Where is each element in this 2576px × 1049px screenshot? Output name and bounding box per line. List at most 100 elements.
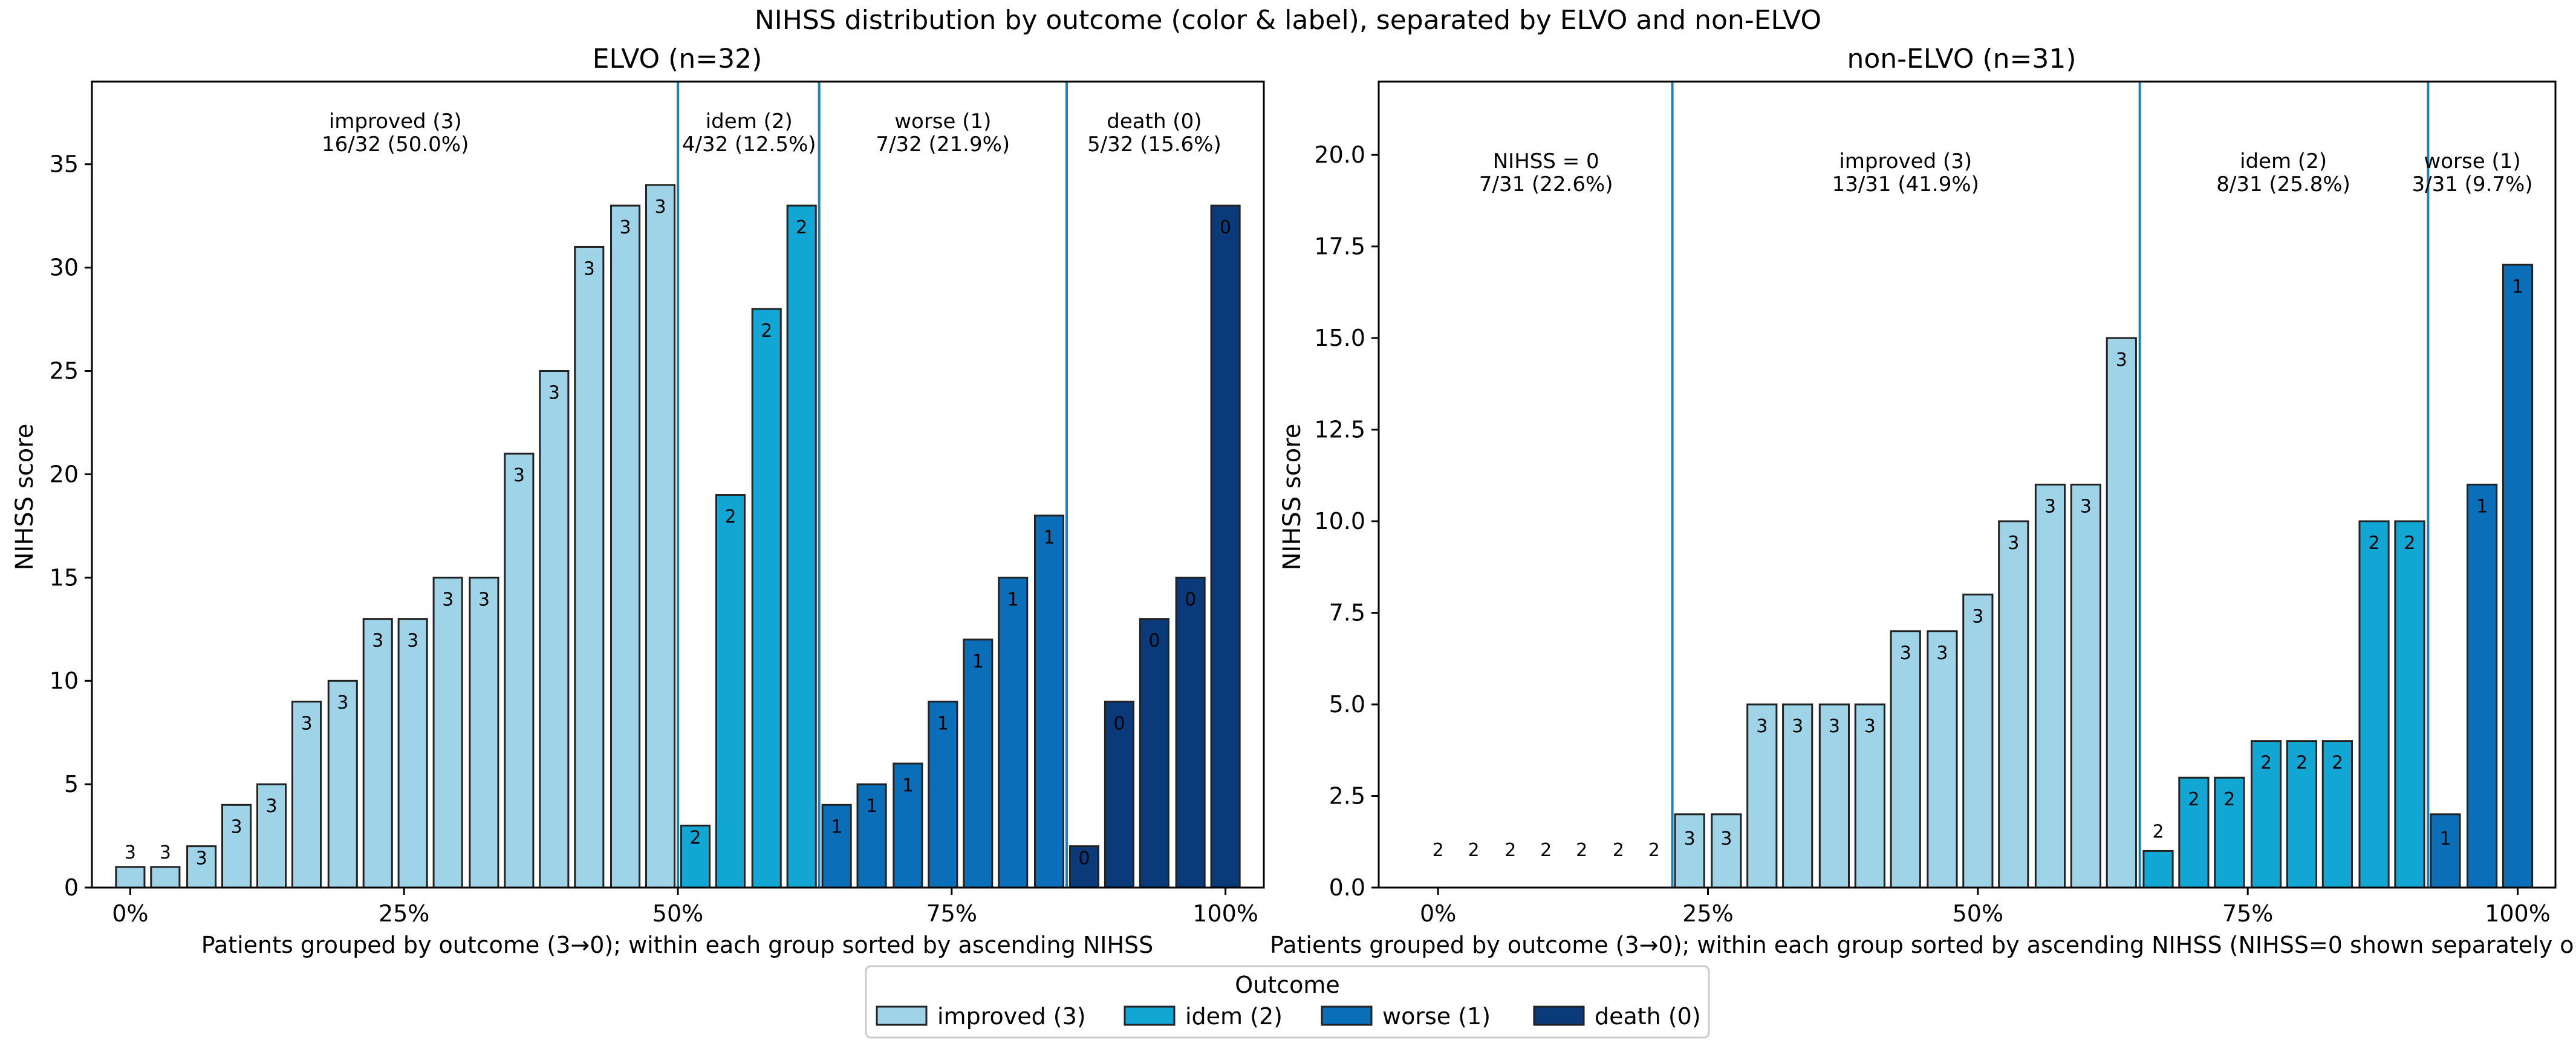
bar xyxy=(751,308,782,889)
bar xyxy=(645,184,676,889)
bar xyxy=(786,204,817,889)
bar-label: 3 xyxy=(478,589,490,610)
bar-label: 3 xyxy=(584,258,595,279)
group-count: 13/31 (41.9%) xyxy=(1832,172,1979,196)
group-count: 7/31 (22.6%) xyxy=(1479,172,1613,196)
figure-suptitle: NIHSS distribution by outcome (color & l… xyxy=(755,5,1821,36)
legend-label: improved (3) xyxy=(937,1003,1086,1030)
bar xyxy=(397,618,428,889)
bar-label: 0 xyxy=(1220,217,1231,238)
zero-bar-label: 2 xyxy=(1576,840,1587,861)
bar-label: 3 xyxy=(654,196,666,218)
zero-bar-label: 2 xyxy=(1468,840,1480,861)
bar-label: 3 xyxy=(442,589,454,610)
bar xyxy=(1998,520,2029,889)
y-tick-label: 12.5 xyxy=(1314,417,1365,443)
bar-label: 3 xyxy=(1829,716,1840,737)
x-tick-label: 0% xyxy=(1420,900,1456,927)
bar-label: 3 xyxy=(1972,606,1983,627)
bar-label: 3 xyxy=(2008,533,2019,554)
legend-swatch xyxy=(1533,1005,1585,1026)
zero-bar-label: 2 xyxy=(1648,840,1660,861)
bar-label: 2 xyxy=(689,827,701,848)
bar-label: 3 xyxy=(548,383,560,404)
x-tick-label: 75% xyxy=(926,900,977,927)
bar xyxy=(1818,703,1850,889)
group-label: idem (2) xyxy=(2240,149,2327,174)
bar xyxy=(715,494,746,889)
x-axis-label-non-elvo: Patients grouped by outcome (3→0); withi… xyxy=(1270,932,2576,958)
bar xyxy=(2214,776,2245,889)
y-tick-label: 0.0 xyxy=(1329,874,1365,901)
bar-label: 2 xyxy=(2369,533,2380,554)
bar xyxy=(963,638,994,889)
y-axis-label-non-elvo: NIHSS score xyxy=(1278,424,1306,571)
group-label: worse (1) xyxy=(2424,149,2520,174)
group-label: idem (2) xyxy=(706,109,793,134)
bar-label: 2 xyxy=(2404,533,2415,554)
bar xyxy=(2358,520,2390,889)
bar-label: 1 xyxy=(972,651,984,672)
bar xyxy=(504,452,535,889)
bar-label: 3 xyxy=(125,842,136,863)
x-tick-label: 50% xyxy=(1953,900,2003,927)
group-count: 8/31 (25.8%) xyxy=(2216,172,2350,196)
bar-label: 3 xyxy=(1792,716,1803,737)
bar xyxy=(1746,703,1778,889)
bar xyxy=(469,576,499,889)
bar-label: 3 xyxy=(2044,496,2056,518)
bar-label: 2 xyxy=(2223,789,2235,810)
y-tick-label: 20 xyxy=(50,461,79,487)
x-tick-label: 25% xyxy=(379,900,429,927)
plot-frame xyxy=(1377,80,2557,889)
bar xyxy=(1139,618,1169,889)
legend: Outcome improved (3) idem (2) worse (1) dea… xyxy=(865,965,1710,1039)
bar-label: 1 xyxy=(831,816,842,837)
bar-label: 3 xyxy=(196,848,207,869)
bar-label: 2 xyxy=(2260,753,2272,774)
bar xyxy=(998,576,1029,889)
bar-label: 1 xyxy=(1007,589,1019,610)
bar-label: 1 xyxy=(2476,496,2488,518)
group-count: 5/32 (15.6%) xyxy=(1087,132,1221,157)
bar xyxy=(2034,484,2066,889)
panel-title-non-elvo: non-ELVO (n=31) xyxy=(1847,44,2076,74)
group-count: 3/31 (9.7%) xyxy=(2412,172,2532,196)
bar xyxy=(362,618,393,889)
bar-label: 2 xyxy=(796,217,807,238)
bar-label: 1 xyxy=(1043,527,1055,548)
legend-label: death (0) xyxy=(1595,1003,1701,1030)
bar xyxy=(2502,264,2534,889)
bar xyxy=(2106,337,2137,889)
x-tick-label: 100% xyxy=(1192,900,1258,927)
bar-label: 1 xyxy=(937,713,949,734)
bar xyxy=(1711,813,1742,889)
zero-bar-label: 2 xyxy=(1540,840,1552,861)
bar xyxy=(115,866,146,889)
bar-label: 1 xyxy=(902,775,914,796)
bar xyxy=(856,783,887,889)
zero-bar-label: 2 xyxy=(1504,840,1516,861)
bar-label: 3 xyxy=(160,842,171,863)
y-tick-label: 25 xyxy=(50,358,79,385)
bar xyxy=(2178,776,2210,889)
bar xyxy=(1104,700,1134,889)
bar xyxy=(1782,703,1813,889)
y-tick-label: 15.0 xyxy=(1314,325,1365,351)
y-tick-label: 5.0 xyxy=(1329,691,1365,718)
bar-label: 3 xyxy=(2116,349,2127,371)
bar xyxy=(2466,484,2498,889)
group-count: 16/32 (50.0%) xyxy=(322,132,469,157)
bar-label: 3 xyxy=(231,816,242,837)
group-label: improved (3) xyxy=(329,109,462,134)
bar xyxy=(2286,740,2318,889)
bar-label: 1 xyxy=(866,796,877,817)
y-tick-label: 10 xyxy=(50,667,79,694)
bar-label: 3 xyxy=(337,692,348,713)
group-label: NIHSS = 0 xyxy=(1493,149,1599,174)
bar-label: 3 xyxy=(2080,496,2092,518)
bar xyxy=(1674,813,1705,889)
bar-label: 2 xyxy=(2296,753,2308,774)
bar xyxy=(2142,849,2174,889)
bar-label: 0 xyxy=(1078,848,1090,869)
